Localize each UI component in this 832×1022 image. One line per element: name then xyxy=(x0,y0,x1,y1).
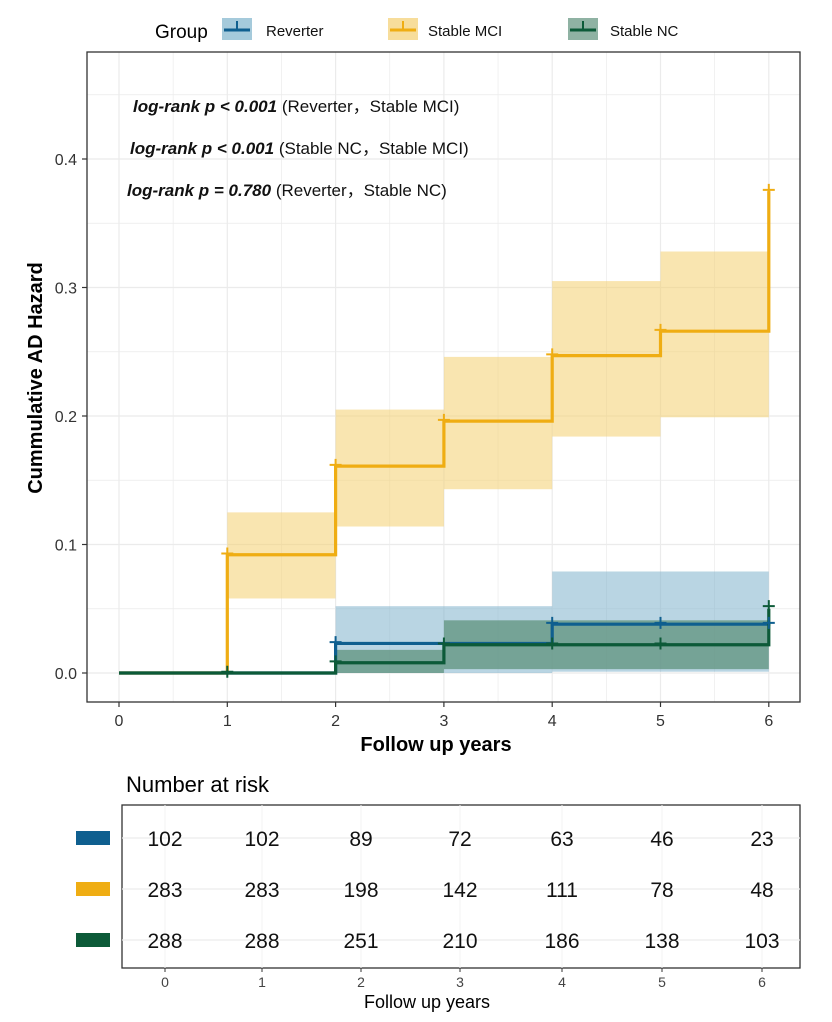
risk-row-color-key xyxy=(76,831,110,845)
risk-cell: 102 xyxy=(244,828,279,851)
log-rank-annotation: log-rank p < 0.001 (Reverter，Stable MCI) xyxy=(133,97,459,116)
risk-cell: 138 xyxy=(644,930,679,953)
risk-x-tick-label: 0 xyxy=(161,974,169,990)
risk-table-frame xyxy=(121,804,801,969)
ci-band-stable-mci xyxy=(660,251,769,418)
y-tick-label: 0.0 xyxy=(55,666,77,683)
censor-marks xyxy=(221,183,775,678)
risk-cell: 78 xyxy=(650,879,673,902)
risk-cell: 23 xyxy=(750,828,773,851)
risk-x-tick-label: 2 xyxy=(357,974,365,990)
risk-cell: 283 xyxy=(147,879,182,902)
annotation-comparison: (Reverter，Stable NC) xyxy=(271,181,447,200)
censor-mark-reverter xyxy=(762,616,775,629)
x-tick-label: 1 xyxy=(223,713,232,730)
ci-band-stable-mci xyxy=(443,356,553,490)
risk-cell: 251 xyxy=(343,930,378,953)
x-tick-label: 6 xyxy=(764,713,773,730)
risk-cell: 142 xyxy=(442,879,477,902)
risk-cell: 283 xyxy=(244,879,279,902)
legend-entry-label: Stable NC xyxy=(610,23,679,40)
risk-row-color-key xyxy=(76,882,110,896)
risk-table-x-title: Follow up years xyxy=(364,992,490,1012)
censor-mark-stable-nc xyxy=(437,637,450,650)
risk-cell: 63 xyxy=(550,828,573,851)
censor-mark-stable-mci xyxy=(221,547,234,560)
y-tick-label: 0.2 xyxy=(55,409,77,426)
censor-mark-stable-nc xyxy=(654,637,667,650)
censor-mark-reverter xyxy=(654,616,667,629)
legend: Group Reverter Stable MCI Stable NC xyxy=(155,18,679,43)
legend-title: Group xyxy=(155,22,208,43)
y-tick-label: 0.3 xyxy=(55,281,77,298)
axes: 0 1 2 3 4 5 6 0.0 0.1 0.2 0.3 0.4 xyxy=(55,152,774,730)
y-tick-label: 0.1 xyxy=(55,538,77,555)
x-axis-title: Follow up years xyxy=(360,734,511,756)
risk-cell: 103 xyxy=(744,930,779,953)
risk-cell: 111 xyxy=(546,879,578,902)
log-rank-annotation: log-rank p < 0.001 (Stable NC，Stable MCI… xyxy=(130,139,469,158)
censor-mark-reverter xyxy=(329,636,342,649)
risk-x-tick-label: 6 xyxy=(758,974,766,990)
risk-x-tick-label: 4 xyxy=(558,974,566,990)
censor-mark-stable-mci xyxy=(546,348,559,361)
censor-mark-stable-nc xyxy=(762,600,775,613)
risk-cell: 89 xyxy=(349,828,372,851)
censor-mark-stable-mci xyxy=(437,413,450,426)
risk-x-tick-label: 1 xyxy=(258,974,266,990)
ci-band-stable-mci xyxy=(552,281,661,437)
censor-mark-stable-mci xyxy=(762,183,775,196)
annotation-pvalue: log-rank p = 0.780 xyxy=(127,181,272,200)
x-tick-label: 0 xyxy=(115,713,124,730)
risk-cell: 288 xyxy=(244,930,279,953)
risk-table-title: Number at risk xyxy=(126,772,270,797)
censor-mark-stable-nc xyxy=(221,665,234,678)
x-tick-label: 5 xyxy=(656,713,665,730)
risk-x-tick-label: 3 xyxy=(456,974,464,990)
legend-entry-label: Stable MCI xyxy=(428,23,502,40)
annotation-pvalue: log-rank p < 0.001 xyxy=(133,97,277,116)
risk-row-color-key xyxy=(76,933,110,947)
curve-stable-nc xyxy=(119,608,771,675)
risk-cell: 288 xyxy=(147,930,182,953)
risk-cell: 48 xyxy=(750,879,773,902)
y-axis-title: Cummulative AD Hazard xyxy=(25,262,47,494)
risk-cell: 198 xyxy=(343,879,378,902)
risk-cell: 210 xyxy=(442,930,477,953)
risk-cell: 72 xyxy=(448,828,471,851)
censor-mark-stable-nc xyxy=(329,655,342,668)
censor-mark-stable-mci xyxy=(654,323,667,336)
risk-cell: 102 xyxy=(147,828,182,851)
annotation-pvalue: log-rank p < 0.001 xyxy=(130,139,274,158)
log-rank-annotation: log-rank p = 0.780 (Reverter，Stable NC) xyxy=(127,181,447,200)
log-rank-annotations: log-rank p < 0.001 (Reverter，Stable MCI)… xyxy=(127,97,469,200)
x-tick-label: 3 xyxy=(439,713,448,730)
ci-band-stable-mci xyxy=(335,409,444,527)
censor-mark-stable-nc xyxy=(546,637,559,650)
censor-mark-stable-mci xyxy=(329,458,342,471)
risk-x-tick-label: 5 xyxy=(658,974,666,990)
x-tick-label: 2 xyxy=(331,713,340,730)
x-tick-label: 4 xyxy=(548,713,557,730)
risk-cell: 46 xyxy=(650,828,673,851)
risk-cell: 186 xyxy=(544,930,579,953)
annotation-comparison: (Reverter，Stable MCI) xyxy=(277,97,459,116)
y-tick-label: 0.4 xyxy=(55,152,77,169)
censor-mark-reverter xyxy=(546,616,559,629)
annotation-comparison: (Stable NC，Stable MCI) xyxy=(274,139,469,158)
legend-entry-label: Reverter xyxy=(266,23,324,40)
